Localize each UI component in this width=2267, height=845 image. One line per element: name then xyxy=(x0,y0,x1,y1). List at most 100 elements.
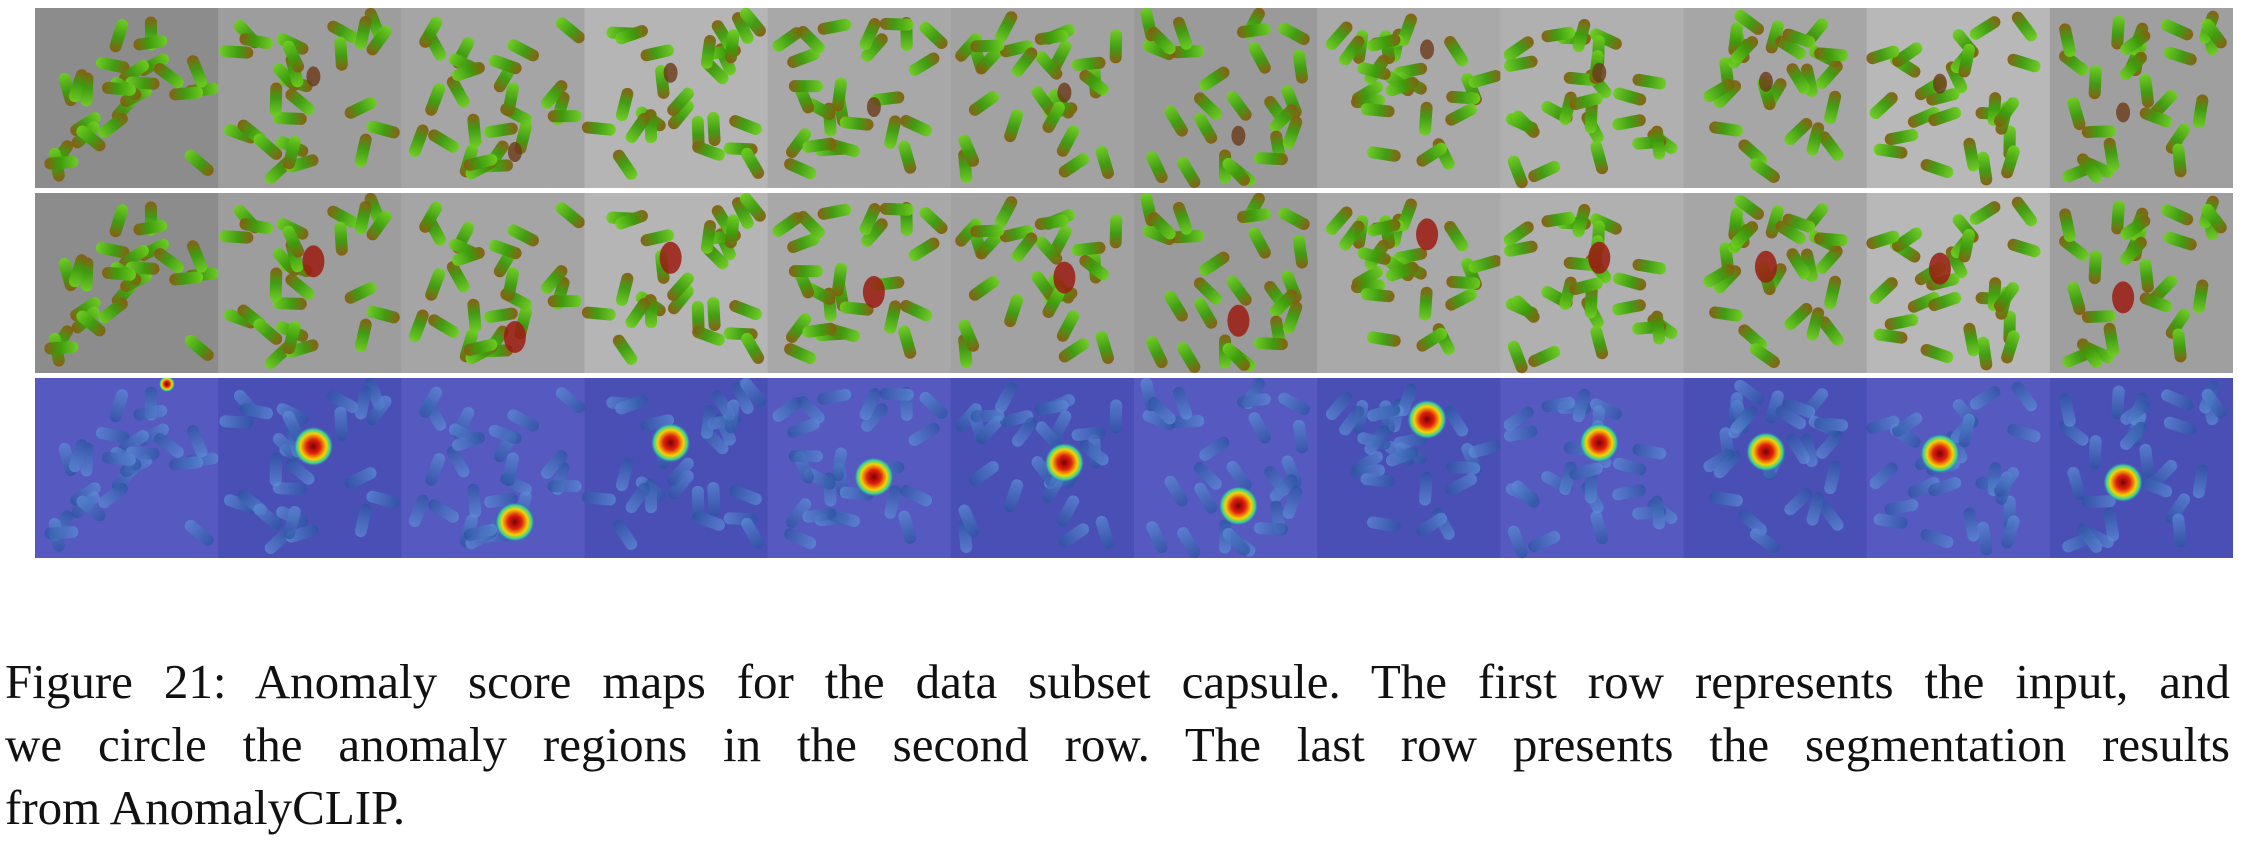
capsule xyxy=(1713,80,1742,109)
capsule xyxy=(1612,299,1646,316)
capsule xyxy=(2059,420,2089,446)
capsule xyxy=(958,319,980,352)
grid-cell xyxy=(1317,8,1502,188)
capsule xyxy=(1071,56,1106,71)
defect-spot xyxy=(1057,82,1072,103)
capsule xyxy=(451,61,485,82)
capsule xyxy=(970,39,1005,53)
capsule xyxy=(817,388,852,405)
capsule xyxy=(732,12,754,44)
capsule xyxy=(2165,123,2191,154)
capsule xyxy=(1584,469,1598,504)
capsule xyxy=(787,233,820,254)
capsule xyxy=(1446,275,1481,290)
capsule xyxy=(1612,272,1647,291)
grid-cell xyxy=(401,193,585,373)
grid-cell xyxy=(950,193,1135,373)
capsule xyxy=(428,314,460,338)
capsule xyxy=(625,297,651,329)
capsule xyxy=(724,214,740,249)
capsule xyxy=(1907,477,1941,498)
capsule xyxy=(1816,60,1843,89)
capsule xyxy=(1920,158,1954,179)
capsule xyxy=(467,113,482,148)
anomaly-circle xyxy=(659,241,682,274)
capsule xyxy=(2088,65,2102,100)
capsule xyxy=(1958,413,1975,448)
capsule xyxy=(109,389,129,423)
capsule xyxy=(101,266,136,281)
capsule xyxy=(1873,328,1908,344)
capsule xyxy=(995,11,1018,43)
capsule xyxy=(691,485,705,520)
capsule xyxy=(1786,248,1810,280)
capsule xyxy=(1366,331,1401,347)
capsule xyxy=(169,271,204,286)
capsule xyxy=(900,485,933,507)
capsule xyxy=(787,418,820,439)
capsule xyxy=(1651,310,1666,345)
capsule xyxy=(547,480,582,493)
capsule xyxy=(1177,527,1201,558)
capsule xyxy=(419,386,443,418)
capsule xyxy=(898,140,917,174)
capsule xyxy=(269,452,283,487)
capsule xyxy=(2103,507,2120,542)
capsule xyxy=(732,197,754,229)
capsule xyxy=(2111,15,2125,50)
capsule xyxy=(1786,433,1810,465)
grid-cell xyxy=(401,8,585,188)
capsule xyxy=(2163,231,2197,251)
capsule xyxy=(1004,479,1023,513)
grid-cell xyxy=(401,378,585,558)
capsule xyxy=(1253,152,1288,166)
capsule xyxy=(253,318,283,345)
capsule xyxy=(1367,218,1401,237)
capsule xyxy=(2076,338,2103,368)
capsule xyxy=(1042,286,1065,318)
capsule xyxy=(1292,419,1308,454)
capsule xyxy=(1095,145,1114,179)
capsule xyxy=(1541,26,1576,43)
capsule xyxy=(707,297,721,331)
capsule xyxy=(1095,330,1114,364)
capsule xyxy=(1172,16,1193,50)
capsule xyxy=(1199,251,1230,276)
capsule xyxy=(285,273,315,300)
capsule xyxy=(2163,416,2197,436)
capsule xyxy=(1569,462,1603,481)
capsule xyxy=(1366,146,1401,162)
capsule xyxy=(2076,153,2103,183)
capsule xyxy=(1164,105,1188,137)
capsule xyxy=(1818,131,1844,161)
capsule xyxy=(2001,330,2020,364)
capsule xyxy=(625,112,651,144)
capsule xyxy=(1419,286,1433,321)
capsule xyxy=(741,332,765,364)
capsule xyxy=(1042,101,1065,133)
capsule xyxy=(2120,421,2147,451)
capsule xyxy=(2161,19,2194,41)
capsule xyxy=(1444,405,1469,437)
capsule xyxy=(68,254,88,288)
capsule xyxy=(541,450,568,479)
capsule xyxy=(2165,493,2191,524)
capsule xyxy=(955,33,982,62)
capsule xyxy=(615,272,634,307)
capsule xyxy=(615,210,648,230)
capsule xyxy=(1884,129,1919,146)
capsule xyxy=(785,313,812,343)
capsule xyxy=(327,20,359,44)
capsule xyxy=(154,433,184,459)
capsule xyxy=(366,395,392,426)
grid-cell xyxy=(581,192,769,373)
capsule xyxy=(919,206,948,234)
capsule xyxy=(184,519,214,546)
capsule xyxy=(2172,143,2187,178)
capsule xyxy=(615,25,648,45)
capsule xyxy=(98,297,128,324)
anomaly-circle xyxy=(1754,250,1777,283)
capsule xyxy=(1079,69,1109,96)
capsule xyxy=(1170,415,1205,429)
capsule xyxy=(1963,322,1980,357)
